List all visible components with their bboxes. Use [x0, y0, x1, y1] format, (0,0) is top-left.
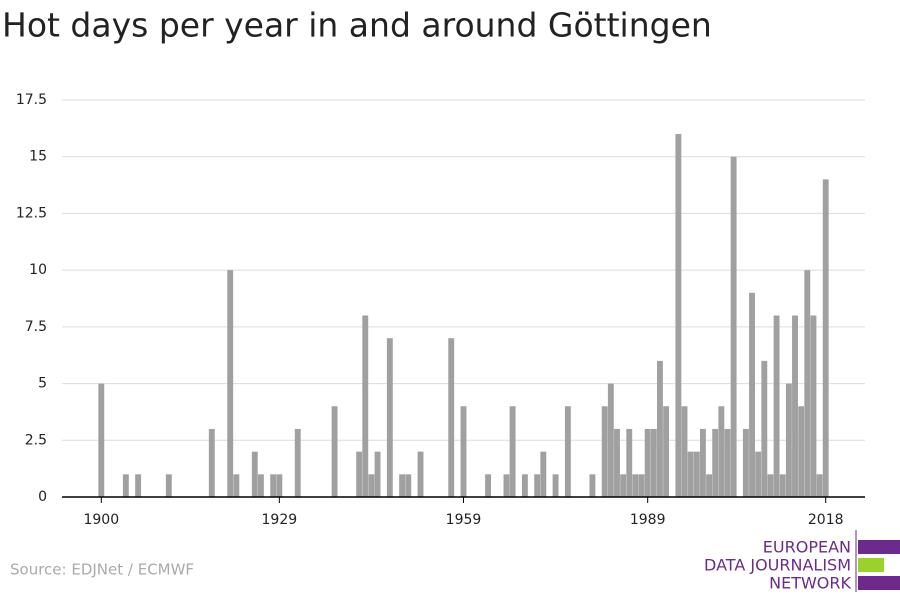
bar	[724, 428, 731, 497]
bar	[386, 338, 393, 497]
bar	[399, 474, 406, 497]
bar	[718, 406, 725, 497]
bar	[294, 428, 301, 497]
bar	[509, 406, 516, 497]
bar	[208, 428, 215, 497]
bar	[626, 428, 633, 497]
bar	[675, 134, 682, 497]
bar	[822, 179, 829, 497]
y-tick-label: 5	[38, 376, 47, 392]
bar	[270, 474, 277, 497]
logo-bar	[858, 576, 900, 590]
bar	[767, 474, 774, 497]
bar	[521, 474, 528, 497]
bar	[251, 451, 258, 497]
logo-bar	[858, 540, 900, 554]
source: Source: EDJNet / ECMWF	[10, 561, 194, 579]
logo-text: NETWORK	[769, 574, 851, 593]
bar	[331, 406, 338, 497]
bar	[564, 406, 571, 497]
y-tick-label: 10	[29, 262, 47, 278]
bar	[405, 474, 412, 497]
bar	[761, 360, 768, 497]
bar	[693, 451, 700, 497]
logo-text: EUROPEAN	[763, 538, 851, 557]
x-tick-label: 1929	[262, 512, 298, 528]
bar	[614, 428, 620, 497]
bar	[632, 474, 639, 497]
bar	[779, 474, 786, 497]
bar	[798, 406, 805, 497]
bar	[122, 474, 129, 497]
bar	[712, 428, 719, 497]
bar	[362, 315, 369, 497]
bar	[135, 474, 142, 497]
y-tick-label: 12.5	[16, 205, 47, 221]
bar	[687, 451, 694, 497]
y-tick-label: 7.5	[25, 319, 47, 335]
bar	[681, 406, 688, 497]
y-tick-label: 17.5	[16, 92, 47, 108]
bar	[650, 428, 657, 497]
bar	[448, 338, 455, 497]
bar	[601, 406, 608, 497]
bar	[540, 451, 547, 497]
bar	[227, 270, 234, 497]
bar	[816, 474, 823, 497]
x-tick-label: 1989	[630, 512, 666, 528]
bar	[374, 451, 381, 497]
chart-title: Hot days per year in and around Göttinge…	[2, 6, 712, 45]
bar	[792, 315, 798, 497]
bar	[644, 428, 651, 497]
bar	[276, 474, 283, 497]
bar	[699, 428, 706, 497]
bar	[663, 406, 670, 497]
bar	[742, 428, 749, 497]
bar	[485, 474, 492, 497]
bar	[785, 383, 792, 497]
x-tick-label: 1900	[83, 512, 119, 528]
bar	[773, 315, 780, 497]
bar	[730, 156, 737, 497]
bar	[503, 474, 510, 497]
bar	[810, 315, 817, 497]
bar	[620, 474, 627, 497]
bar	[233, 474, 240, 497]
x-tick-label: 2018	[808, 512, 844, 528]
bar	[98, 383, 105, 497]
bar	[589, 474, 596, 497]
bar	[165, 474, 172, 497]
x-tick-label: 1959	[446, 512, 482, 528]
bar	[356, 451, 363, 497]
bar	[417, 451, 424, 497]
y-tick-label: 2.5	[25, 432, 47, 448]
bar	[607, 383, 614, 497]
bar	[749, 292, 755, 497]
logo-text: DATA JOURNALISM	[704, 556, 851, 575]
bar	[257, 474, 264, 497]
bar	[657, 360, 663, 497]
bar	[534, 474, 541, 497]
bar	[706, 474, 713, 497]
y-tick-label: 0	[38, 489, 47, 505]
bar	[638, 474, 645, 497]
bar	[804, 270, 811, 497]
bar	[460, 406, 467, 497]
bar	[755, 451, 762, 497]
bar	[552, 474, 559, 497]
y-tick-label: 15	[29, 149, 47, 165]
logo-bar	[858, 558, 884, 572]
bar	[368, 474, 375, 497]
